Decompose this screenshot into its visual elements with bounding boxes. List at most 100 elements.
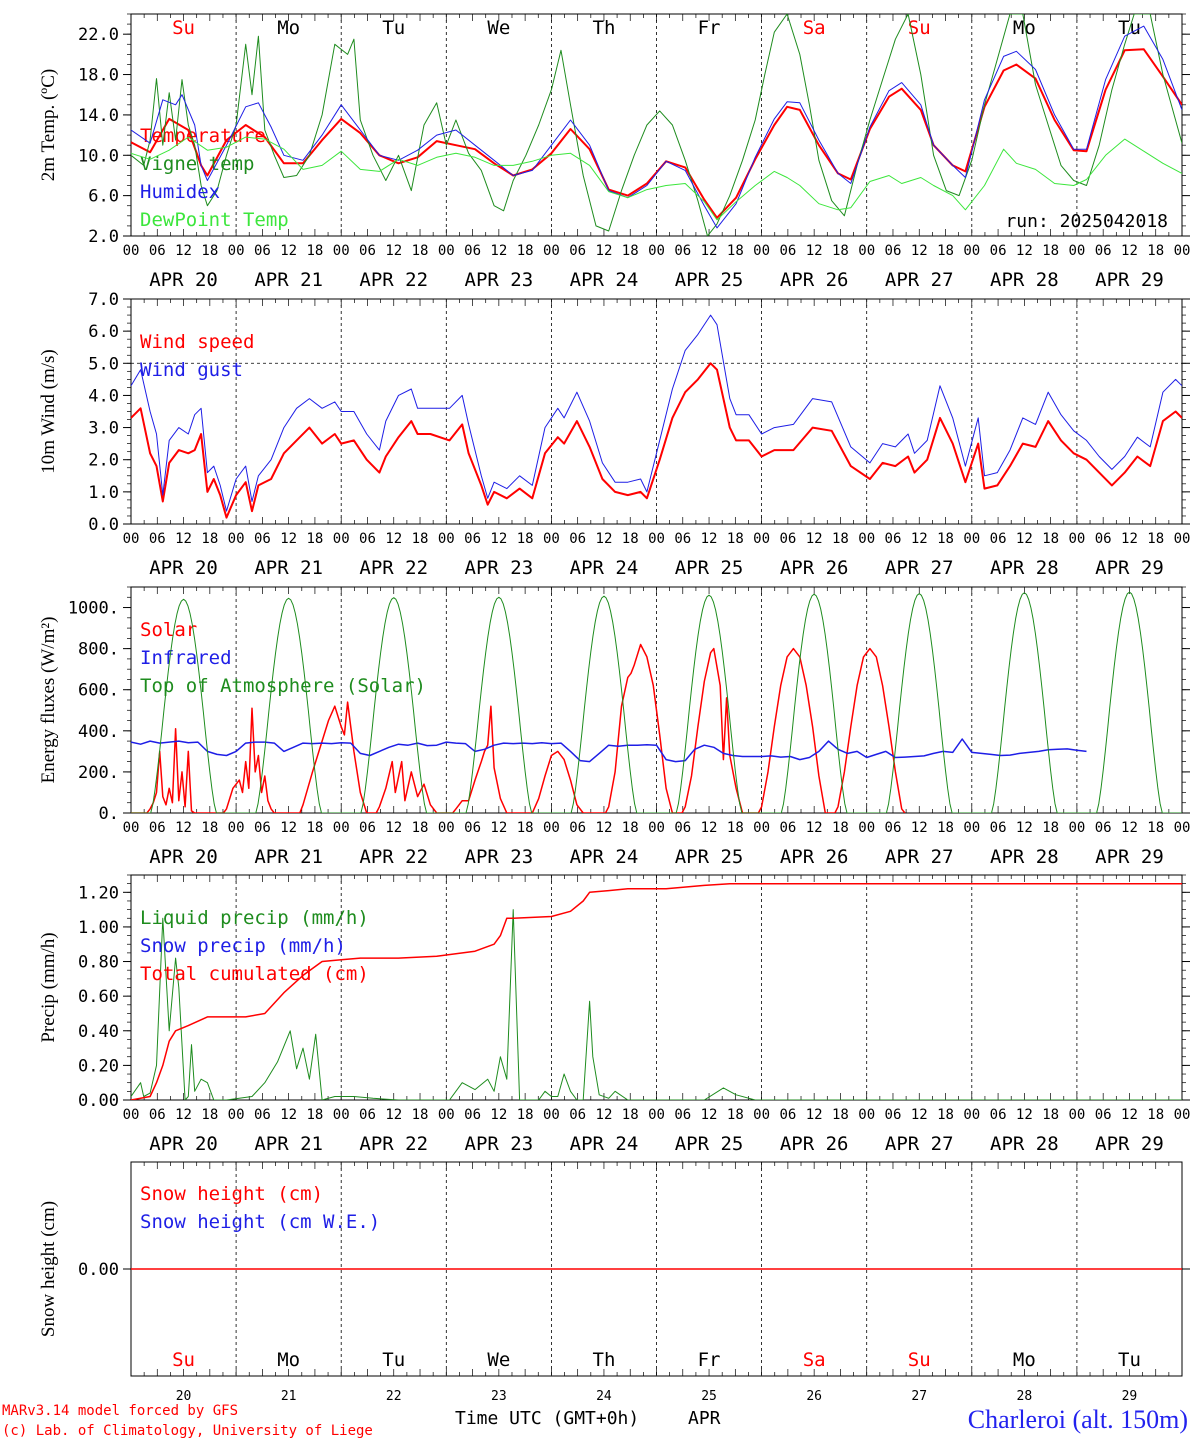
- hour-tick-label: 06: [464, 531, 481, 547]
- hour-tick-label: 06: [149, 531, 166, 547]
- hour-tick-label: 00: [123, 820, 140, 836]
- hour-tick-label: 06: [1095, 1107, 1112, 1123]
- legend-entry: Temperature: [140, 125, 266, 147]
- hour-tick-label: 00: [1174, 820, 1191, 836]
- y-tick-label: 0.0: [88, 515, 119, 535]
- hour-tick-label: 12: [1016, 531, 1033, 547]
- hour-tick-label: 06: [254, 820, 271, 836]
- hour-tick-label: 18: [1042, 531, 1059, 547]
- y-tick-label: 10.0: [78, 146, 119, 166]
- date-label: APR 20: [149, 1133, 218, 1155]
- hour-tick-label: 00: [333, 243, 350, 259]
- panel-3: 0. 200. 400. 600. 800. 1000. Energy fluxes (W/…: [38, 586, 1191, 868]
- date-label: APR 21: [254, 846, 323, 868]
- hour-tick-label: 18: [412, 820, 429, 836]
- weekday-label: Su: [908, 17, 931, 39]
- hour-tick-label: 00: [333, 820, 350, 836]
- hour-tick-label: 06: [149, 1107, 166, 1123]
- legend-entry: Snow height (cm): [140, 1183, 323, 1205]
- legend-entry: DewPoint Temp: [140, 209, 289, 231]
- hour-tick-label: 18: [727, 820, 744, 836]
- legend-entry: Snow height (cm W.E.): [140, 1211, 380, 1233]
- legend-entry: Solar: [140, 619, 197, 641]
- footer: MARv3.14 model forced by GFS (c) Lab. of…: [2, 1403, 1188, 1439]
- y-tick-label: 22.0: [78, 25, 119, 45]
- hour-tick-label: 12: [385, 1107, 402, 1123]
- date-label: APR 22: [359, 269, 428, 291]
- weekday-label: Mo: [1013, 17, 1036, 39]
- series-line: [131, 882, 1182, 1100]
- hour-tick-label: 00: [858, 243, 875, 259]
- hour-tick-label: 06: [359, 243, 376, 259]
- date-label: APR 25: [675, 846, 744, 868]
- hour-tick-label: 00: [333, 531, 350, 547]
- hour-tick-label: 00: [1174, 531, 1191, 547]
- hour-tick-label: 06: [149, 243, 166, 259]
- hour-tick-label: 18: [306, 1107, 323, 1123]
- hour-tick-label: 12: [280, 243, 297, 259]
- hour-tick-label: 18: [1042, 243, 1059, 259]
- hour-tick-label: 18: [517, 243, 534, 259]
- hour-tick-label: 18: [832, 1107, 849, 1123]
- y-tick-label: 0.: [99, 804, 119, 824]
- hour-tick-label: 12: [911, 1107, 928, 1123]
- weekday-label: Mo: [277, 17, 300, 39]
- date-label: APR 25: [675, 269, 744, 291]
- date-label: APR 26: [780, 1133, 849, 1155]
- date-label: APR 20: [149, 557, 218, 579]
- hour-tick-label: 18: [832, 243, 849, 259]
- hour-tick-label: 12: [1121, 1107, 1138, 1123]
- hour-tick-label: 00: [1174, 243, 1191, 259]
- hour-tick-label: 12: [596, 1107, 613, 1123]
- weekday-label: Mo: [1013, 1349, 1036, 1371]
- date-label: APR 20: [149, 846, 218, 868]
- date-label: APR 27: [885, 846, 954, 868]
- weekday-label: Tu: [382, 1349, 405, 1371]
- hour-tick-label: 06: [254, 243, 271, 259]
- legend-entry: Liquid precip (mm/h): [140, 907, 369, 929]
- legend-entry: Wind speed: [140, 331, 254, 353]
- hour-tick-label: 18: [622, 820, 639, 836]
- hour-tick-label: 12: [911, 243, 928, 259]
- hour-tick-label: 00: [858, 531, 875, 547]
- hour-tick-label: 06: [885, 531, 902, 547]
- hour-tick-label: 12: [175, 1107, 192, 1123]
- hour-tick-label: 06: [674, 1107, 691, 1123]
- date-label: APR 29: [1095, 269, 1164, 291]
- date-label: APR 27: [885, 269, 954, 291]
- panel-4: 0.00 0.20 0.40 0.60 0.80 1.00 1.20 Precip (mm/h…: [38, 874, 1190, 1155]
- hour-tick-label: 18: [937, 531, 954, 547]
- date-label: APR 25: [675, 1133, 744, 1155]
- hour-tick-label: 06: [885, 1107, 902, 1123]
- hour-tick-label: 06: [254, 531, 271, 547]
- hour-tick-label: 00: [648, 1107, 665, 1123]
- legend-entry: Snow precip (mm/h): [140, 935, 346, 957]
- hour-tick-label: 18: [201, 1107, 218, 1123]
- y-tick-label: 200.: [78, 763, 119, 783]
- hour-tick-label: 06: [569, 243, 586, 259]
- date-label: APR 21: [254, 557, 323, 579]
- hour-tick-label: 12: [701, 531, 718, 547]
- weekday-label: Su: [172, 1349, 195, 1371]
- series-line: [131, 48, 1182, 219]
- y-tick-label: 1.00: [78, 918, 119, 938]
- hour-tick-label: 00: [963, 531, 980, 547]
- hour-tick-label: 12: [806, 243, 823, 259]
- hour-tick-label: 06: [359, 531, 376, 547]
- date-label: APR 26: [780, 269, 849, 291]
- hour-tick-label: 00: [228, 820, 245, 836]
- hour-tick-label: 06: [464, 243, 481, 259]
- hour-tick-label: 00: [648, 820, 665, 836]
- hour-tick-label: 12: [701, 243, 718, 259]
- hour-tick-label: 06: [779, 243, 796, 259]
- y-tick-label: 1.20: [78, 883, 119, 903]
- series-line: [131, 591, 1182, 813]
- hour-tick-label: 06: [569, 1107, 586, 1123]
- series-line: [131, 136, 1182, 221]
- hour-tick-label: 18: [727, 1107, 744, 1123]
- series-line: [131, 643, 906, 813]
- hour-tick-label: 18: [412, 1107, 429, 1123]
- hour-tick-label: 00: [1068, 1107, 1085, 1123]
- hour-tick-label: 00: [543, 1107, 560, 1123]
- hour-tick-label: 00: [438, 1107, 455, 1123]
